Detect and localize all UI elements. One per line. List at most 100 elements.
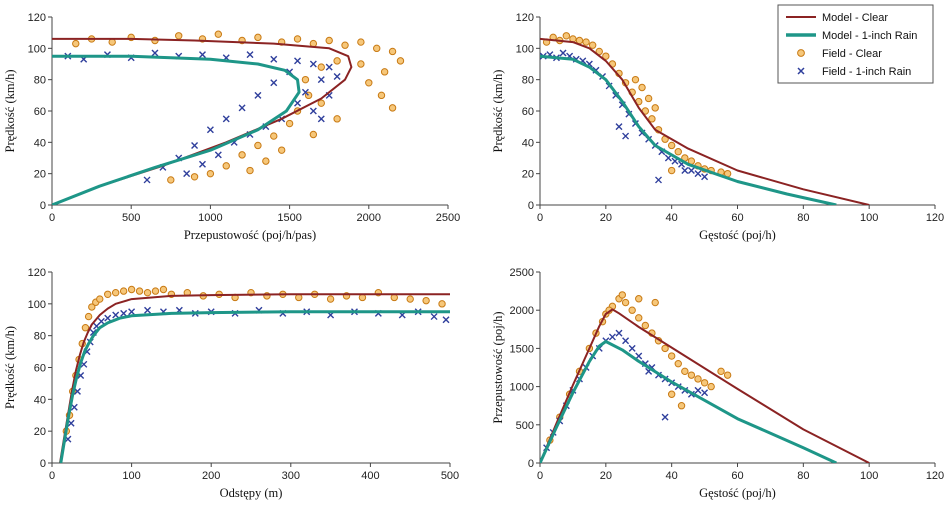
y-tick-label: 40 xyxy=(522,137,534,149)
data-point xyxy=(430,313,438,321)
y-tick-label: 60 xyxy=(34,106,46,118)
legend-item: Field - 1-inch Rain xyxy=(797,66,911,78)
model-line xyxy=(52,54,301,205)
x-tick-label: 400 xyxy=(361,470,379,482)
data-point xyxy=(687,371,696,379)
data-point xyxy=(615,123,623,131)
x-tick-label: 1000 xyxy=(198,212,222,224)
data-point xyxy=(309,130,318,139)
y-tick-label: 100 xyxy=(28,299,46,311)
legend-cross-swatch xyxy=(797,67,805,75)
y-tick-label: 40 xyxy=(34,394,46,406)
data-point xyxy=(631,75,640,84)
x-tick-label: 40 xyxy=(666,212,678,224)
data-point xyxy=(628,344,636,352)
data-point xyxy=(81,324,90,332)
data-point xyxy=(198,160,206,168)
data-point xyxy=(246,51,254,59)
series-field-1-inch-rain xyxy=(64,306,450,443)
y-tick-label: 40 xyxy=(34,137,46,149)
data-point xyxy=(262,157,270,165)
data-point xyxy=(301,75,310,84)
chart-speed_spacing: 0 100 200 300 400 500 0 20 40 60 80 100 120 Odstępy (… xyxy=(3,267,459,500)
x-tick-label: 120 xyxy=(926,212,944,224)
y-axis-label: Prędkość (km/h) xyxy=(3,70,17,153)
data-point xyxy=(333,73,341,81)
data-point xyxy=(285,119,294,128)
series-field-1-inch-rain xyxy=(540,49,709,184)
data-point xyxy=(638,83,646,92)
data-point xyxy=(681,367,689,376)
plot-area xyxy=(59,285,450,463)
series-model-1-inch-rain xyxy=(540,54,837,205)
x-tick-label: 40 xyxy=(666,470,678,482)
data-point xyxy=(621,298,630,307)
data-point xyxy=(333,115,341,123)
data-point xyxy=(96,295,104,303)
data-point xyxy=(270,132,278,140)
x-tick-label: 0 xyxy=(537,212,543,224)
x-axis-label: Gęstość (poj/h) xyxy=(699,486,776,500)
model-line xyxy=(540,37,870,205)
legend-item: Model - 1-inch Rain xyxy=(786,30,917,42)
data-point xyxy=(667,166,676,175)
y-tick-label: 60 xyxy=(522,106,534,118)
data-point xyxy=(143,176,151,184)
data-point xyxy=(357,60,365,68)
data-point xyxy=(357,38,365,46)
data-point xyxy=(396,57,405,65)
series-model-clear xyxy=(540,37,870,205)
y-tick-label: 20 xyxy=(522,169,534,181)
data-point xyxy=(674,148,682,156)
legend: Model - Clear Model - 1-inch Rain Field - … xyxy=(777,4,934,84)
y-tick-label: 500 xyxy=(516,420,534,432)
data-point xyxy=(681,167,689,175)
x-axis-label: Odstępy (m) xyxy=(220,486,283,500)
data-point xyxy=(406,295,414,303)
x-tick-label: 200 xyxy=(202,470,220,482)
data-point xyxy=(667,390,676,398)
legend-label: Field - Clear xyxy=(822,48,882,60)
data-point xyxy=(388,47,397,56)
data-point xyxy=(190,173,199,181)
data-point xyxy=(167,176,175,184)
chart-speed_density: 0 20 40 60 80 100 120 0 20 40 60 80 100 120 Gęstość (p… xyxy=(491,12,944,242)
x-tick-label: 100 xyxy=(860,212,878,224)
data-point xyxy=(238,151,246,159)
legend-item: Model - Clear xyxy=(786,12,888,24)
model-line xyxy=(540,54,837,205)
x-tick-label: 100 xyxy=(860,470,878,482)
x-tick-label: 120 xyxy=(926,470,944,482)
series-model-1-inch-rain xyxy=(59,310,450,463)
x-tick-label: 2000 xyxy=(357,212,381,224)
data-point xyxy=(582,38,590,46)
x-tick-label: 0 xyxy=(49,470,55,482)
data-point xyxy=(73,387,81,395)
data-point xyxy=(651,104,659,112)
data-point xyxy=(151,49,159,57)
y-tick-label: 80 xyxy=(34,331,46,343)
series-field-1-inch-rain xyxy=(64,49,341,184)
data-point xyxy=(293,35,302,43)
data-point xyxy=(628,306,636,314)
data-point xyxy=(373,44,381,53)
data-point xyxy=(270,79,278,87)
data-point xyxy=(622,337,630,345)
data-point xyxy=(377,91,386,100)
x-tick-label: 500 xyxy=(441,470,459,482)
data-point xyxy=(214,30,223,38)
data-point xyxy=(635,295,643,303)
series-model-clear xyxy=(540,308,870,463)
data-point xyxy=(694,386,702,394)
x-tick-label: 80 xyxy=(797,470,809,482)
data-point xyxy=(694,170,702,178)
data-point xyxy=(694,375,702,383)
x-tick-label: 500 xyxy=(122,212,140,224)
data-point xyxy=(648,115,656,123)
y-tick-label: 1500 xyxy=(510,343,534,355)
data-point xyxy=(667,352,676,360)
y-tick-label: 120 xyxy=(28,267,46,279)
legend-item: Field - Clear xyxy=(797,48,882,60)
x-tick-label: 0 xyxy=(49,212,55,224)
